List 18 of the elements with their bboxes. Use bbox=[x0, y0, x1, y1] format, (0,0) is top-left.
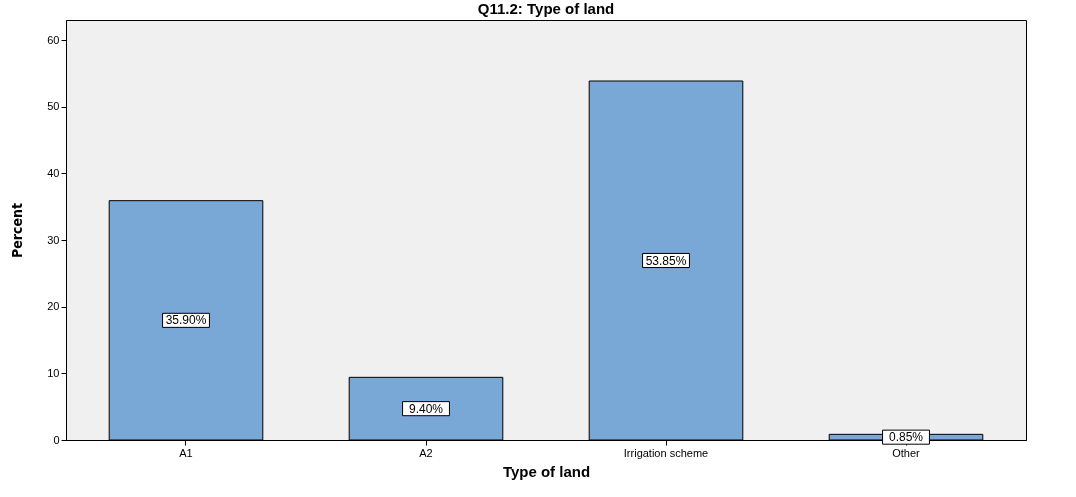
y-tick-label: 30 bbox=[47, 233, 60, 246]
y-tick-label: 40 bbox=[47, 166, 60, 179]
y-tick-label: 20 bbox=[47, 300, 60, 313]
data-label: 9.40% bbox=[408, 401, 444, 416]
x-axis-title: Type of land bbox=[502, 462, 591, 480]
y-tick-label: 50 bbox=[47, 100, 60, 113]
x-tick-label: A2 bbox=[419, 446, 433, 459]
data-label: 53.85% bbox=[645, 253, 687, 268]
y-tick-label: 0 bbox=[53, 433, 60, 446]
data-label: 35.90% bbox=[165, 313, 207, 328]
data-label: 0.85% bbox=[888, 430, 924, 445]
x-tick-label: A1 bbox=[179, 446, 193, 459]
y-axis-title: Percent bbox=[9, 203, 26, 258]
x-tick-label: Irrigation scheme bbox=[623, 446, 709, 459]
y-tick-label: 10 bbox=[47, 366, 60, 379]
x-tick-label: Other bbox=[892, 446, 921, 459]
chart-title: Q11.2: Type of land bbox=[477, 0, 615, 17]
y-tick-label: 60 bbox=[47, 33, 60, 46]
